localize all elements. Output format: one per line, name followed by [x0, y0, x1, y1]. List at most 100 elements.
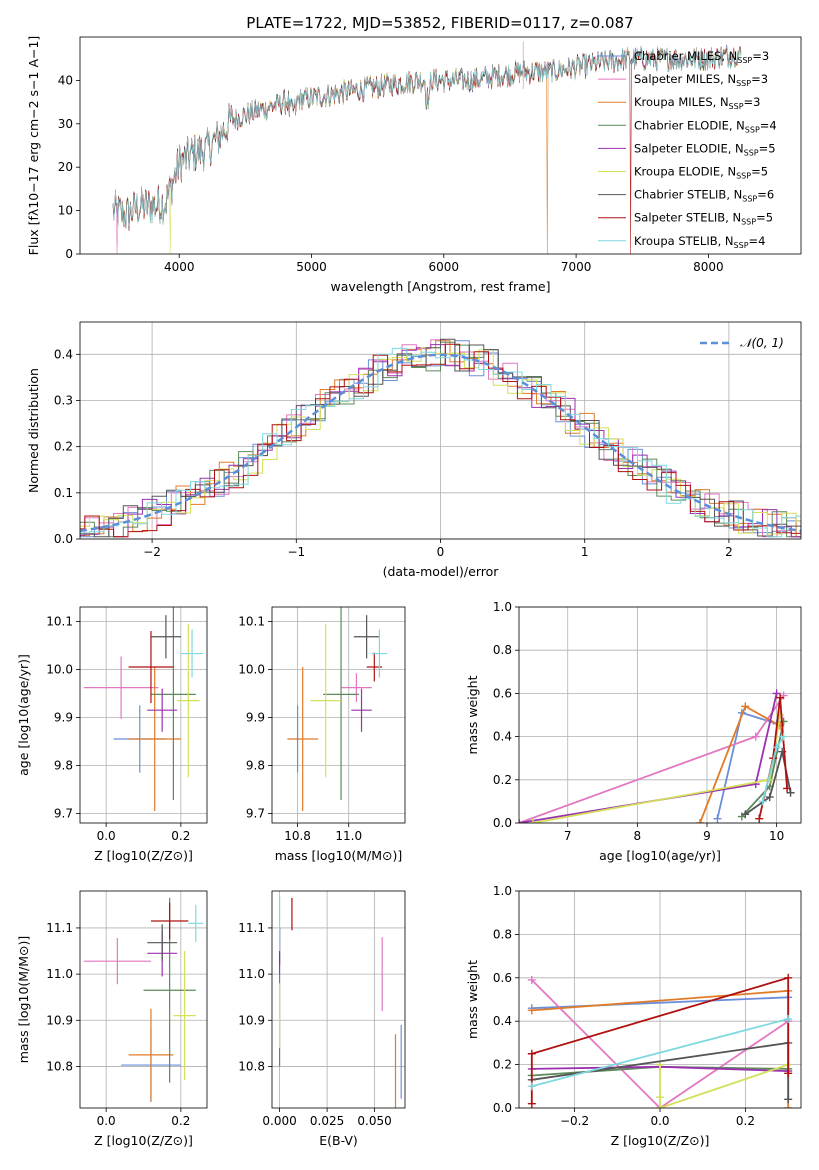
axes-frame	[271, 606, 406, 824]
x-tick-label: 7000	[561, 260, 592, 274]
y-tick-label: 0	[65, 247, 73, 261]
axes-mass-weight-vs-Z: −0.2 0.0 0.2 0.0 0.2 0.4 0.6 0.8 1.0	[493, 884, 801, 1128]
axes-mass-weight-vs-age: 7 8 9 10 0.0 0.2 0.4 0.6 0.8 1.0	[493, 600, 801, 843]
y-tick-label: 0.8	[493, 927, 512, 941]
x-tick-label: 1	[581, 545, 589, 559]
x-tick-label: 4000	[164, 260, 195, 274]
histogram-step	[80, 339, 801, 538]
y-tick-label: 9.9	[54, 710, 73, 724]
legend-entry: Kroupa ELODIE, NSSP=5	[634, 165, 768, 181]
series-marker	[527, 1082, 536, 1091]
axes-frame	[518, 890, 802, 1109]
histogram-xlabel: (data-model)/error	[383, 564, 500, 579]
x-tick-label: −1	[287, 545, 305, 559]
x-tick-label: 8	[634, 829, 642, 843]
series-line	[530, 976, 790, 1104]
y-tick-label: 0.4	[493, 730, 512, 744]
figure-title: PLATE=1722, MJD=53852, FIBERID=0117, z=0…	[246, 14, 633, 32]
y-tick-label: 0.6	[493, 971, 512, 985]
series-marker	[786, 788, 795, 797]
axes-frame	[79, 890, 208, 1109]
ylabel-age-vs-Z: age [log10(age/yr)]	[16, 654, 31, 776]
y-tick-label: 9.9	[246, 710, 265, 724]
spectrum-xlabel: wavelength [Angstrom, rest frame]	[330, 279, 550, 294]
lines-mass-weight-vs-Z	[527, 973, 793, 1108]
y-tick-label: 40	[58, 73, 73, 87]
series-marker	[696, 819, 705, 823]
y-tick-label: 9.7	[246, 806, 265, 820]
histogram-step	[80, 347, 801, 538]
y-tick-label: 10.0	[238, 662, 265, 676]
x-tick-label: 0	[437, 545, 445, 559]
axes-residuals: −2 −1 0 1 2 0.0 0.1 0.2 0.3 0.4	[54, 322, 801, 559]
x-tick-label: 0.050	[357, 1114, 391, 1128]
x-tick-label: 10	[769, 829, 784, 843]
y-tick-label: 0.0	[54, 532, 73, 546]
y-tick-label: 10.8	[238, 1059, 265, 1073]
axes-frame	[79, 36, 802, 255]
series-marker	[656, 1093, 664, 1102]
points-mass-vs-ebv	[279, 895, 402, 1108]
series-marker	[784, 973, 793, 982]
series-line	[531, 1018, 789, 1088]
axes-age-vs-Z: 0.0 0.2 9.7 9.8 9.9 10.0 10.1	[46, 607, 207, 843]
y-tick-label: 11.1	[46, 921, 73, 935]
axes-spectrum: 4000 5000 6000 7000 8000 0 10 20 30 40	[58, 73, 724, 274]
x-tick-label: 0.025	[310, 1114, 344, 1128]
xlabel-mass-vs-ebv: E(B-V)	[319, 1133, 358, 1148]
x-tick-label: 0.0	[97, 1114, 116, 1128]
series-marker	[772, 689, 781, 698]
spectrum-ylabel: Flux [fλ10−17 erg cm−2 s−1 A−1]	[26, 36, 41, 256]
axes-frame	[79, 606, 208, 824]
x-tick-label: −2	[143, 545, 161, 559]
points-age-vs-mass	[287, 607, 388, 811]
legend-entry: Kroupa MILES, NSSP=3	[634, 95, 760, 111]
y-tick-label: 9.8	[246, 758, 265, 772]
axes-age-vs-mass: 10.8 11.0 9.7 9.8 9.9 10.0 10.1	[238, 607, 405, 843]
spectrum-lines	[112, 41, 742, 254]
series-marker	[784, 1095, 793, 1104]
series-marker	[713, 814, 722, 823]
axes-frame	[79, 321, 802, 540]
x-tick-label: 8000	[693, 260, 724, 274]
y-tick-label: 0.2	[493, 773, 512, 787]
x-tick-label: 0.2	[736, 1114, 755, 1128]
series-line	[531, 979, 789, 1108]
xlabel-mass-vs-Z: Z [log10(Z/Z⊙)]	[94, 1133, 193, 1148]
y-tick-label: 11.0	[46, 967, 73, 981]
legend-entry: Kroupa STELIB, NSSP=4	[634, 234, 765, 250]
y-tick-label: 10.8	[46, 1059, 73, 1073]
points-mass-vs-Z	[83, 897, 204, 1102]
series-marker	[741, 810, 750, 819]
x-tick-label: 0.2	[171, 1114, 190, 1128]
series-marker	[527, 1049, 536, 1058]
xlabel-age-vs-Z: Z [log10(Z/Z⊙)]	[94, 848, 193, 863]
y-tick-label: 9.7	[54, 806, 73, 820]
series-marker	[779, 717, 788, 726]
x-tick-label: 0.2	[171, 829, 190, 843]
series-marker	[776, 693, 785, 702]
y-tick-label: 9.8	[54, 758, 73, 772]
x-tick-label: 11.0	[335, 829, 362, 843]
y-tick-label: 0.4	[493, 1014, 512, 1028]
series-marker	[784, 1069, 793, 1078]
y-tick-label: 0.2	[493, 1058, 512, 1072]
y-tick-label: 0.4	[54, 347, 73, 361]
y-tick-label: 10.0	[46, 662, 73, 676]
axes-mass-vs-Z: 0.0 0.2 10.8 10.9 11.0 11.1	[46, 891, 207, 1128]
series-marker	[772, 743, 781, 752]
y-tick-label: 0.3	[54, 393, 73, 407]
x-tick-label: 10.8	[284, 829, 311, 843]
y-tick-label: 0.6	[493, 686, 512, 700]
x-tick-label: 0.0	[650, 1114, 669, 1128]
legend-entry: Chabrier STELIB, NSSP=6	[634, 188, 774, 204]
y-tick-label: 10.9	[238, 1013, 265, 1027]
y-tick-label: 10.1	[46, 614, 73, 628]
histogram-step	[80, 338, 801, 538]
series-line	[519, 695, 785, 823]
axes-mass-vs-ebv: 0.000 0.025 0.050 10.8 10.9 11.0 11.1	[238, 891, 405, 1128]
ylabel-mass-weight-vs-Z: mass weight	[465, 960, 480, 1039]
y-tick-label: 30	[58, 117, 73, 131]
